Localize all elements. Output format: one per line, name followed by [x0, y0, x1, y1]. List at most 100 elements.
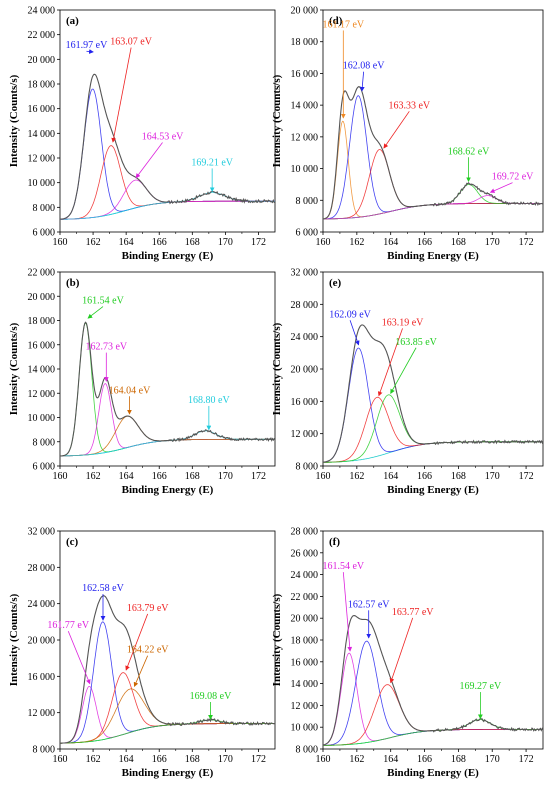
envelope-line: [60, 321, 275, 457]
peak-annotation-label: 162.58 eV: [82, 583, 124, 594]
x-tick-label: 168: [451, 754, 466, 765]
y-tick-label: 10 000: [291, 723, 319, 734]
x-tick-label: 168: [185, 471, 200, 482]
x-tick-label: 166: [152, 754, 167, 765]
y-tick-label: 16 000: [28, 672, 56, 683]
y-axis-label: Intensity (Counts/s): [8, 322, 20, 415]
y-tick-label: 12 000: [291, 132, 319, 143]
y-tick-label: 10 000: [28, 178, 56, 189]
peak-annotation-label: 162.57 eV: [348, 599, 390, 610]
y-tick-label: 10 000: [28, 413, 56, 424]
peak-annotation-arrow: [349, 320, 360, 346]
peak-annotation-arrow: [383, 111, 410, 149]
x-tick-label: 160: [53, 754, 68, 765]
y-tick-label: 16 000: [28, 104, 56, 115]
background-line: [323, 729, 543, 746]
y-tick-label: 8 000: [296, 196, 319, 207]
plot-frame: [322, 9, 544, 233]
y-tick-label: 26 000: [291, 548, 319, 559]
y-tick-label: 20 000: [28, 55, 56, 66]
peak-annotation-arrow: [87, 306, 104, 319]
y-tick-label: 22 000: [28, 30, 56, 41]
x-tick-label: 168: [185, 754, 200, 765]
component-peak-163-77-eV: [323, 684, 543, 746]
x-tick-label: 166: [417, 471, 432, 482]
component-peak-164-22-eV: [60, 688, 275, 744]
y-tick-label: 20 000: [291, 614, 319, 625]
component-peak-163-07-eV: [60, 145, 275, 220]
peak-annotation-label: 169.21 eV: [191, 157, 233, 168]
peak-annotation-label: 164.04 eV: [109, 385, 151, 396]
y-tick-label: 8 000: [33, 437, 56, 448]
y-tick-label: 20 000: [291, 365, 319, 376]
x-tick-label: 164: [119, 754, 134, 765]
y-tick-label: 24 000: [28, 599, 56, 610]
x-tick-label: 164: [383, 754, 398, 765]
peak-annotation-label: 161.97 eV: [66, 40, 108, 51]
x-tick-label: 164: [383, 237, 398, 248]
y-tick-label: 12 000: [28, 389, 56, 400]
component-peak-162-08-eV: [323, 95, 543, 220]
panel-label: (c): [66, 536, 79, 548]
y-tick-label: 18 000: [291, 636, 319, 647]
peak-annotation-label: 162.73 eV: [85, 342, 127, 353]
panel-e: 160 162 164 166 168 170 172 8 000 12 000 16 000 20…: [271, 268, 544, 496]
y-tick-label: 16 000: [28, 340, 56, 351]
y-tick-label: 20 000: [291, 6, 319, 17]
peak-annotation-arrow: [67, 631, 91, 685]
plot-area: [60, 73, 275, 220]
x-axis-label: Binding Energy (E): [122, 767, 214, 779]
x-tick-label: 170: [218, 237, 233, 248]
peak-annotation-label: 163.85 eV: [395, 337, 437, 348]
x-tick-label: 168: [451, 471, 466, 482]
plot-frame: [59, 9, 276, 233]
panel-label: (d): [329, 15, 343, 27]
y-tick-label: 12 000: [28, 708, 56, 719]
component-peak-163-85-eV: [323, 394, 543, 463]
peak-annotation-label: 162.08 eV: [343, 61, 385, 72]
y-tick-label: 6 000: [33, 462, 56, 473]
plot-frame: [59, 530, 276, 750]
peak-annotation-label: 164.22 eV: [127, 645, 169, 656]
peak-annotation-label: 169.72 eV: [492, 172, 534, 183]
peak-annotation-label: 161.17 eV: [322, 19, 364, 30]
y-tick-label: 16 000: [291, 69, 319, 80]
y-tick-label: 20 000: [28, 292, 56, 303]
y-tick-label: 28 000: [291, 300, 319, 311]
peak-annotation-arrow: [489, 182, 513, 193]
y-axis-label: Intensity (Counts/s): [8, 74, 20, 167]
peak-annotation-label: 162.09 eV: [329, 309, 371, 320]
x-tick-label: 172: [519, 471, 534, 482]
peak-annotation-arrow: [133, 655, 149, 688]
x-tick-label: 172: [251, 754, 266, 765]
x-axis-label: Binding Energy (E): [122, 250, 214, 262]
x-tick-label: 164: [119, 471, 134, 482]
x-axis-label: Binding Energy (E): [122, 484, 214, 496]
component-peak-162-73-eV: [60, 383, 275, 457]
background-line: [60, 438, 275, 457]
y-tick-label: 32 000: [28, 527, 56, 538]
peak-annotation-label: 163.07 eV: [110, 37, 152, 48]
x-tick-label: 162: [86, 754, 101, 765]
y-tick-label: 8 000: [33, 745, 56, 756]
x-tick-label: 168: [185, 237, 200, 248]
panel-label: (e): [329, 277, 342, 289]
peak-annotation-label: 169.08 eV: [190, 691, 232, 702]
x-tick-label: 166: [152, 237, 167, 248]
plot-area: [323, 324, 543, 463]
y-tick-label: 16 000: [291, 657, 319, 668]
x-tick-label: 162: [86, 237, 101, 248]
x-tick-label: 164: [383, 471, 398, 482]
x-tick-label: 170: [485, 237, 500, 248]
x-tick-label: 162: [86, 471, 101, 482]
peak-annotation-arrow: [377, 328, 403, 397]
component-peak-169-72-eV: [323, 195, 543, 220]
peak-annotation-arrow: [359, 71, 365, 92]
y-tick-label: 28 000: [28, 563, 56, 574]
x-tick-label: 170: [218, 754, 233, 765]
component-peak-161-97-eV: [60, 88, 275, 220]
peak-annotation-label: 168.80 eV: [188, 395, 230, 406]
y-tick-label: 32 000: [291, 268, 319, 279]
y-tick-label: 8 000: [296, 462, 319, 473]
y-tick-label: 8 000: [296, 745, 319, 756]
